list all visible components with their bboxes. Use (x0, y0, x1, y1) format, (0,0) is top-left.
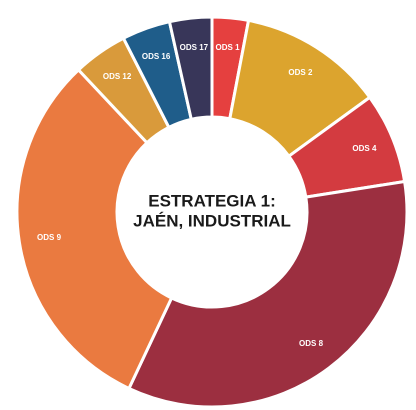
slice-label: ODS 8 (299, 339, 324, 348)
donut-slice (126, 179, 409, 409)
slice-label: ODS 1 (216, 43, 241, 52)
donut-slice (167, 15, 214, 122)
slice-label: ODS 9 (37, 233, 62, 242)
donut-slice (15, 67, 174, 391)
chart-title: ESTRATEGIA 1: (148, 191, 276, 210)
slice-label: ODS 12 (103, 72, 132, 81)
slice-label: ODS 2 (288, 68, 313, 77)
chart-title: JAÉN, INDUSTRIAL (133, 211, 291, 230)
slice-label: ODS 16 (142, 52, 171, 61)
slice-label: ODS 17 (180, 43, 209, 52)
slice-label: ODS 4 (352, 144, 377, 153)
